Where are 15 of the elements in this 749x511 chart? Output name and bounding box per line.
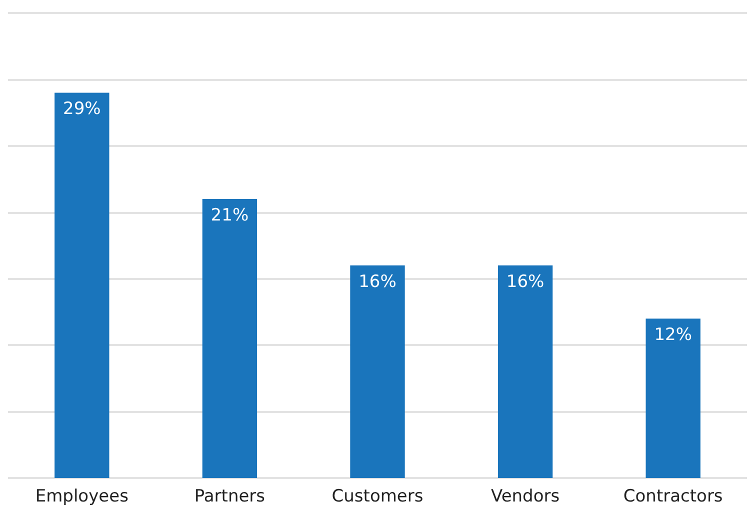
bar	[54, 92, 110, 478]
x-tick-label: Vendors	[491, 486, 560, 506]
x-tick-label: Partners	[194, 486, 266, 506]
x-tick-label: Contractors	[623, 486, 723, 506]
bar	[498, 265, 553, 478]
data-label: 29%	[63, 99, 101, 120]
x-tick-label: Customers	[332, 486, 424, 506]
data-label: 21%	[210, 206, 249, 226]
bar	[202, 199, 258, 478]
bar	[646, 318, 700, 478]
data-label: 16%	[358, 272, 396, 292]
data-label: 12%	[654, 325, 692, 346]
data-label: 16%	[506, 272, 544, 292]
bar	[350, 265, 405, 478]
x-tick-label: Employees	[35, 486, 129, 506]
